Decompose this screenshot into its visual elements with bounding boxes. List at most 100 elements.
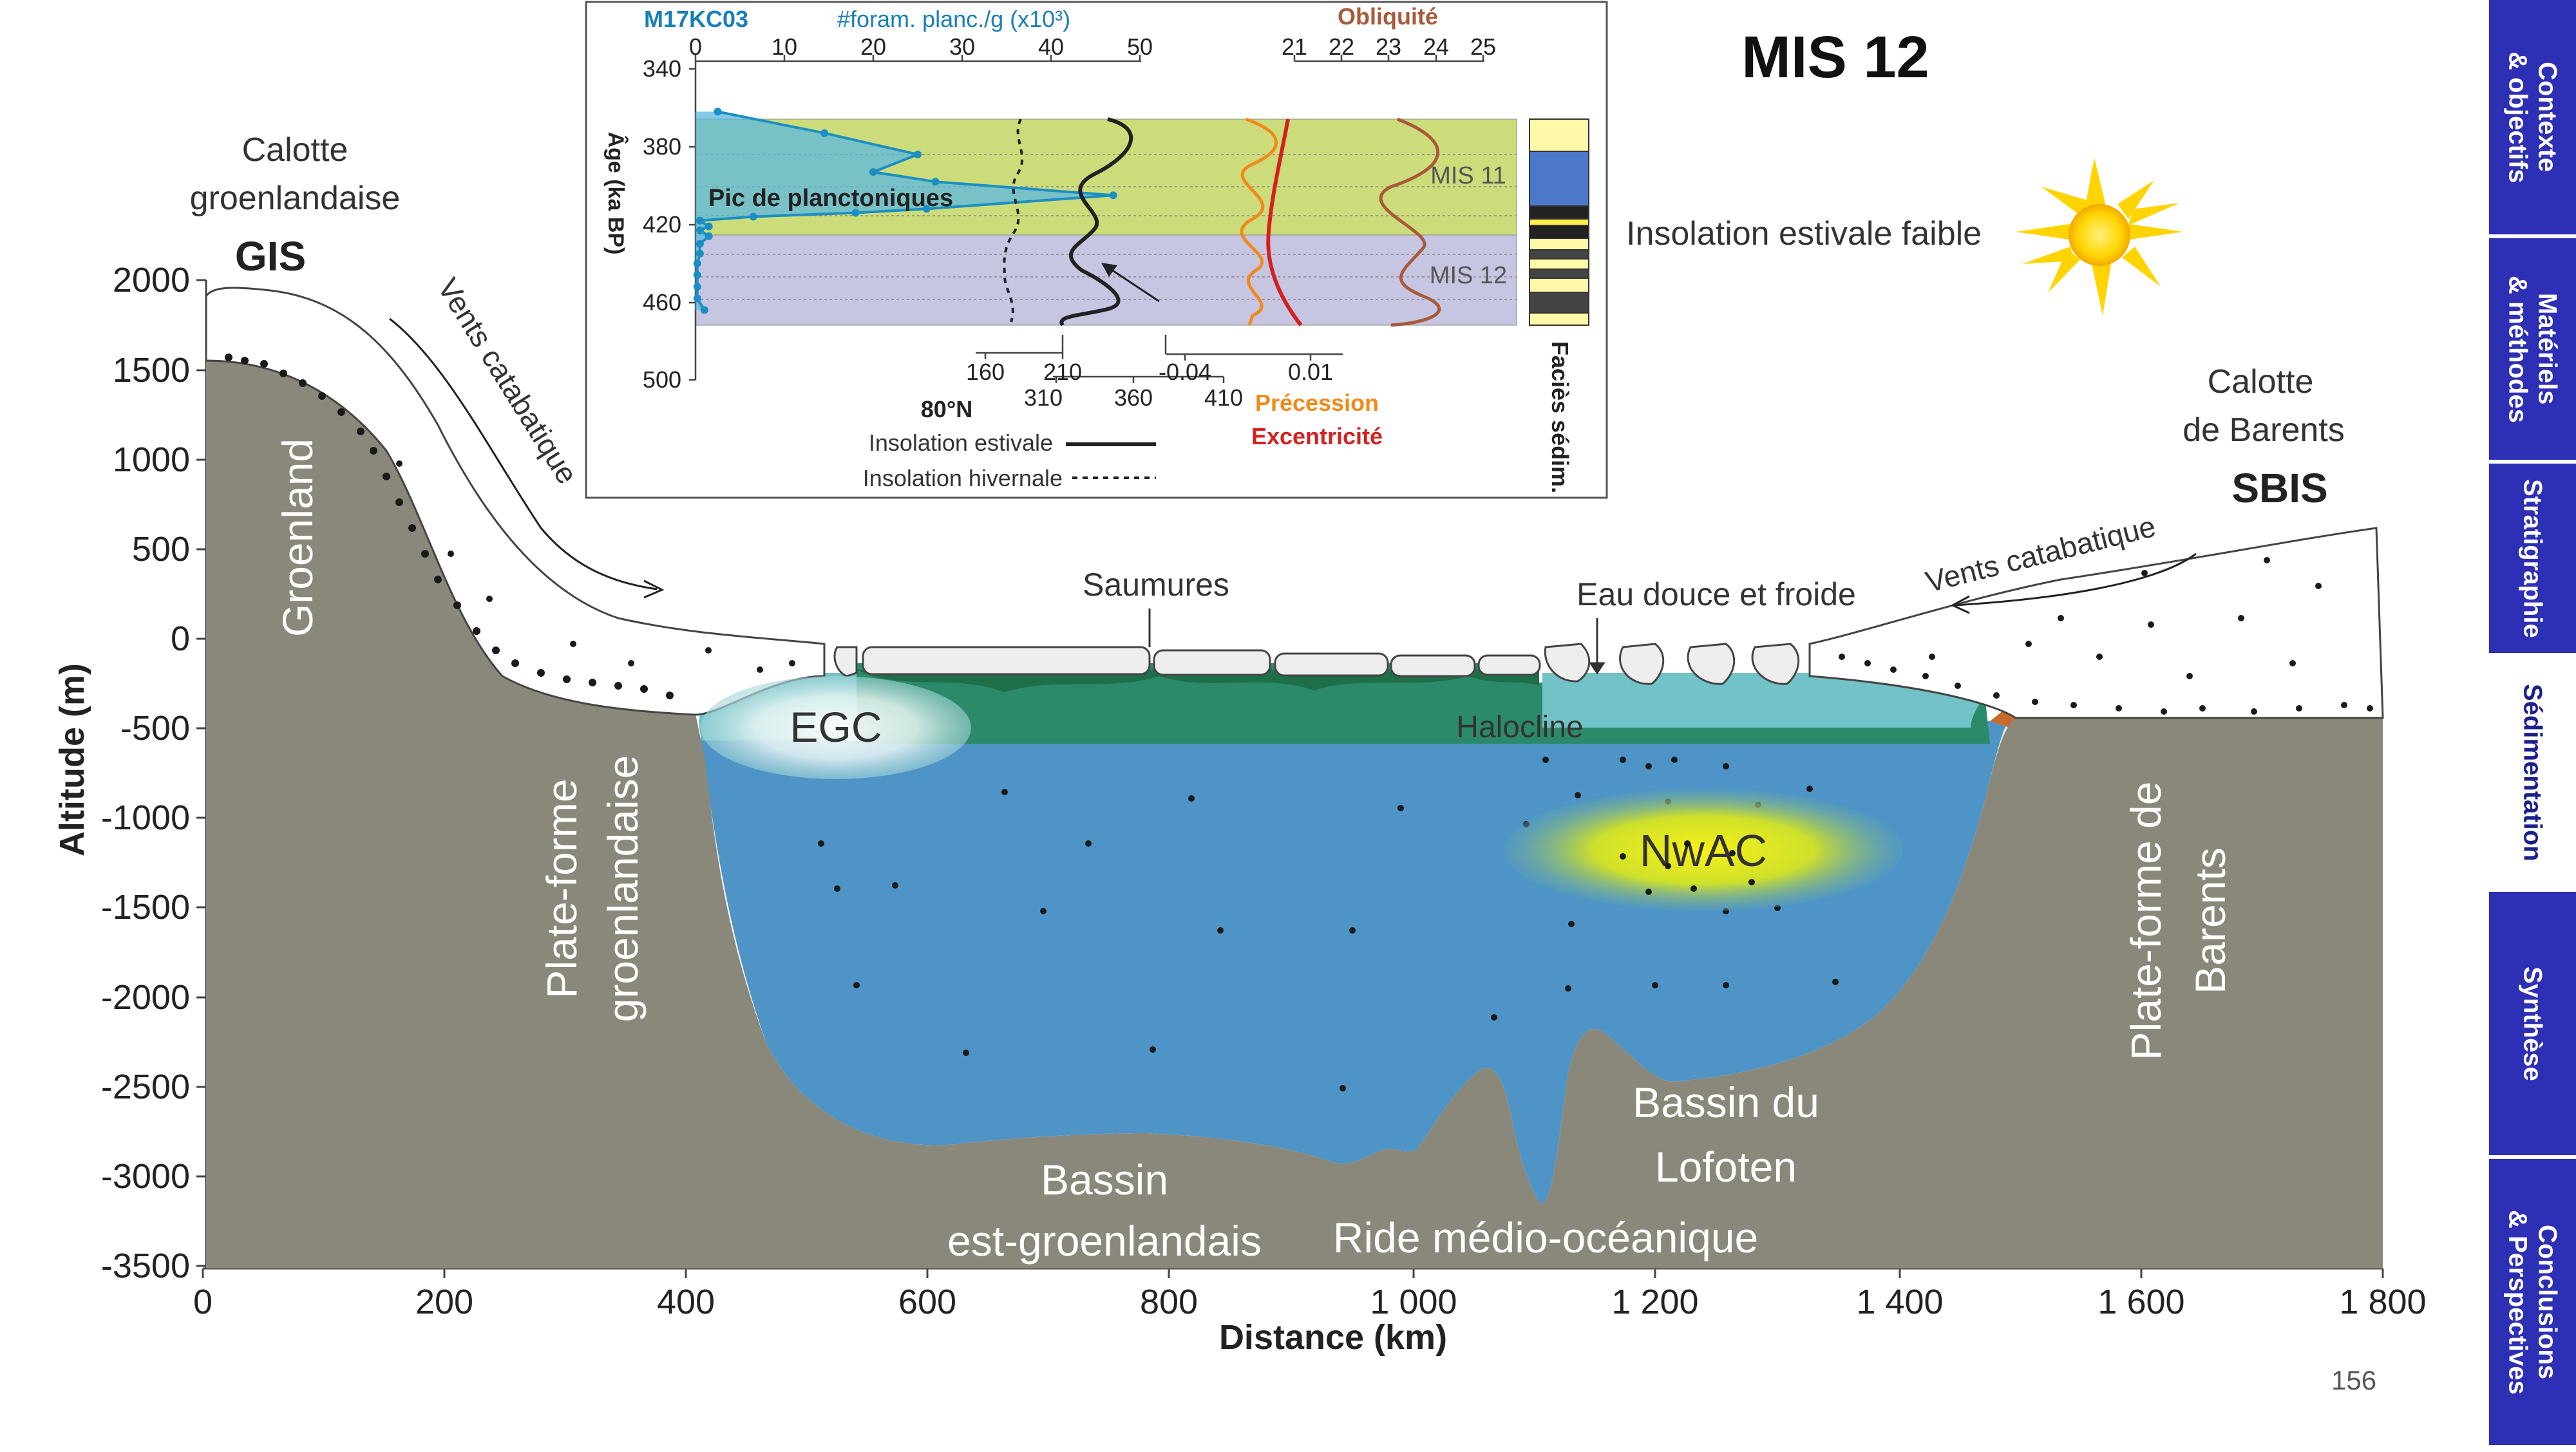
foram-tick: 0 (689, 33, 702, 60)
foram-tick: 30 (949, 33, 975, 60)
mis12-label: MIS 12 (1430, 262, 1507, 289)
foram-point (696, 249, 704, 258)
calotte-gis-label-2: groenlandaise (190, 180, 401, 217)
foram-point (1109, 191, 1117, 200)
obliquite-tick: 23 (1376, 33, 1401, 60)
nav-tab-stratigraphie[interactable]: Stratigraphie (2489, 464, 2576, 657)
foram-point (705, 222, 713, 231)
x-tick: 400 (657, 1283, 715, 1321)
saumures-label: Saumures (1083, 567, 1229, 603)
foram-point (700, 306, 708, 314)
greenland-rock (206, 361, 2383, 1268)
foram-tick: 40 (1038, 33, 1064, 60)
obliquite-tick: 21 (1282, 33, 1307, 60)
excentricite-label: Excentricité (1251, 423, 1383, 449)
foram-tick: 50 (1127, 33, 1153, 60)
foram-point (714, 108, 722, 116)
insol-s-tick: 360 (1114, 384, 1153, 411)
age-tick: 340 (643, 55, 681, 82)
age-tick: 460 (643, 289, 681, 316)
x-tick-labels: 0 200 400 600 800 1 000 1 200 1 400 1 60… (193, 1283, 2427, 1321)
y-tick: -1000 (101, 798, 190, 837)
nav-tab-label: Stratigraphie (2518, 478, 2547, 638)
section-nav: Contexte & objectifs Matériels & méthode… (2489, 0, 2576, 1449)
age-tick: 380 (643, 133, 681, 160)
nwac-current (1504, 789, 1903, 911)
x-tick: 1 400 (1856, 1283, 1943, 1321)
nav-tab-label: Synthèse (2518, 966, 2547, 1081)
foram-point (693, 259, 701, 267)
foram-point (696, 240, 704, 248)
x-axis (202, 1267, 2384, 1278)
prec-tick: -0.04 (1159, 359, 1211, 385)
foram-point (820, 129, 829, 137)
insolation-arrow (1107, 266, 1160, 303)
x-tick: 1 200 (1611, 1283, 1698, 1321)
sbis-debris (1839, 557, 2373, 715)
insol-s-tick: 310 (1024, 384, 1063, 411)
nav-tab-label: Sédimentation (2518, 683, 2547, 862)
eau-douce-label: Eau douce et froide (1577, 576, 1856, 612)
y-tick: -2000 (101, 978, 190, 1017)
foram-axis-label: #foram. planc./g (x10³) (837, 6, 1070, 32)
foram-point (696, 216, 704, 225)
insolation-arrow-head (1101, 263, 1117, 277)
nav-tab-materiels[interactable]: Matériels & méthodes (2489, 238, 2576, 464)
fresh-water-layer (1542, 673, 2003, 728)
y-tick-labels: 2000 1500 1000 500 0 -500 -1000 -1500 -2… (101, 261, 190, 1285)
y-tick: -1500 (101, 888, 190, 927)
excentricite-curve (1266, 118, 1303, 326)
halocline-label: Halocline (1456, 710, 1583, 744)
y-tick: 1500 (113, 351, 190, 390)
age-axis-label: Âge (ka BP) (603, 132, 628, 255)
facies-column (1529, 118, 1589, 326)
foram-point (922, 205, 931, 213)
legend-estivale: Insolation estivale (869, 429, 1053, 456)
obliquite-label: Obliquité (1338, 3, 1438, 30)
calotte-sbis-label-2: de Barents (2183, 411, 2345, 449)
katabatic-arrow-right (1950, 552, 2197, 614)
sun-icon (2016, 158, 2183, 316)
gis-label: GIS (235, 233, 306, 279)
insol-s-tick: 410 (1204, 384, 1243, 411)
nwac-particles (1620, 840, 1755, 895)
insol-w-tick: 210 (1043, 359, 1082, 385)
foram-point (749, 212, 757, 221)
nav-tab-conclusions[interactable]: Conclusions & Perspectives (2489, 1159, 2576, 1449)
bassin-lo-label: Bassin du (1633, 1079, 1819, 1126)
gis-ice-sheet (205, 287, 826, 716)
inset-panel: MIS 11 MIS 12 Faciès sédim. M17KC03 #for… (585, 1, 1608, 499)
facies-label: Faciès sédim. (1547, 341, 1573, 493)
plateforme-gr-label-2: groenlandaise (599, 755, 647, 1023)
obliquite-curve (1379, 117, 1441, 327)
y-axis (196, 279, 207, 1268)
sea-ice-floes (833, 643, 1800, 685)
x-tick: 0 (193, 1283, 213, 1321)
precession-label: Précession (1255, 390, 1379, 416)
lat-label: 80°N (921, 396, 972, 422)
y-tick: -2500 (101, 1068, 190, 1106)
sbis-ice-sheet (1808, 527, 2384, 719)
bassin-lo-label-2: Lofoten (1655, 1143, 1797, 1191)
nav-tab-synthese[interactable]: Synthèse (2489, 892, 2576, 1159)
foram-area (696, 111, 1113, 310)
mis11-label: MIS 11 (1430, 162, 1506, 189)
foram-point (869, 168, 877, 176)
foram-tick: 10 (772, 33, 797, 60)
precession-curve (1240, 117, 1278, 326)
slide-title: MIS 12 (1741, 24, 1929, 90)
page-number: 156 (2331, 1365, 2377, 1395)
foram-point (693, 294, 701, 303)
nav-tab-contexte[interactable]: Contexte & objectifs (2489, 0, 2576, 238)
x-tick: 600 (898, 1283, 956, 1321)
y-tick: 0 (171, 619, 190, 658)
insolation-hivernale-curve (1003, 118, 1024, 323)
x-tick: 800 (1140, 1283, 1198, 1321)
foram-point (851, 209, 860, 217)
insolation-estivale-curve (1059, 117, 1133, 326)
legend-hivernale: Insolation hivernale (863, 465, 1063, 491)
nav-tab-label: Matériels & méthodes (2503, 275, 2562, 423)
foram-point (705, 232, 713, 240)
foram-point (696, 226, 704, 234)
nav-tab-sedimentation[interactable]: Sédimentation (2489, 657, 2576, 892)
